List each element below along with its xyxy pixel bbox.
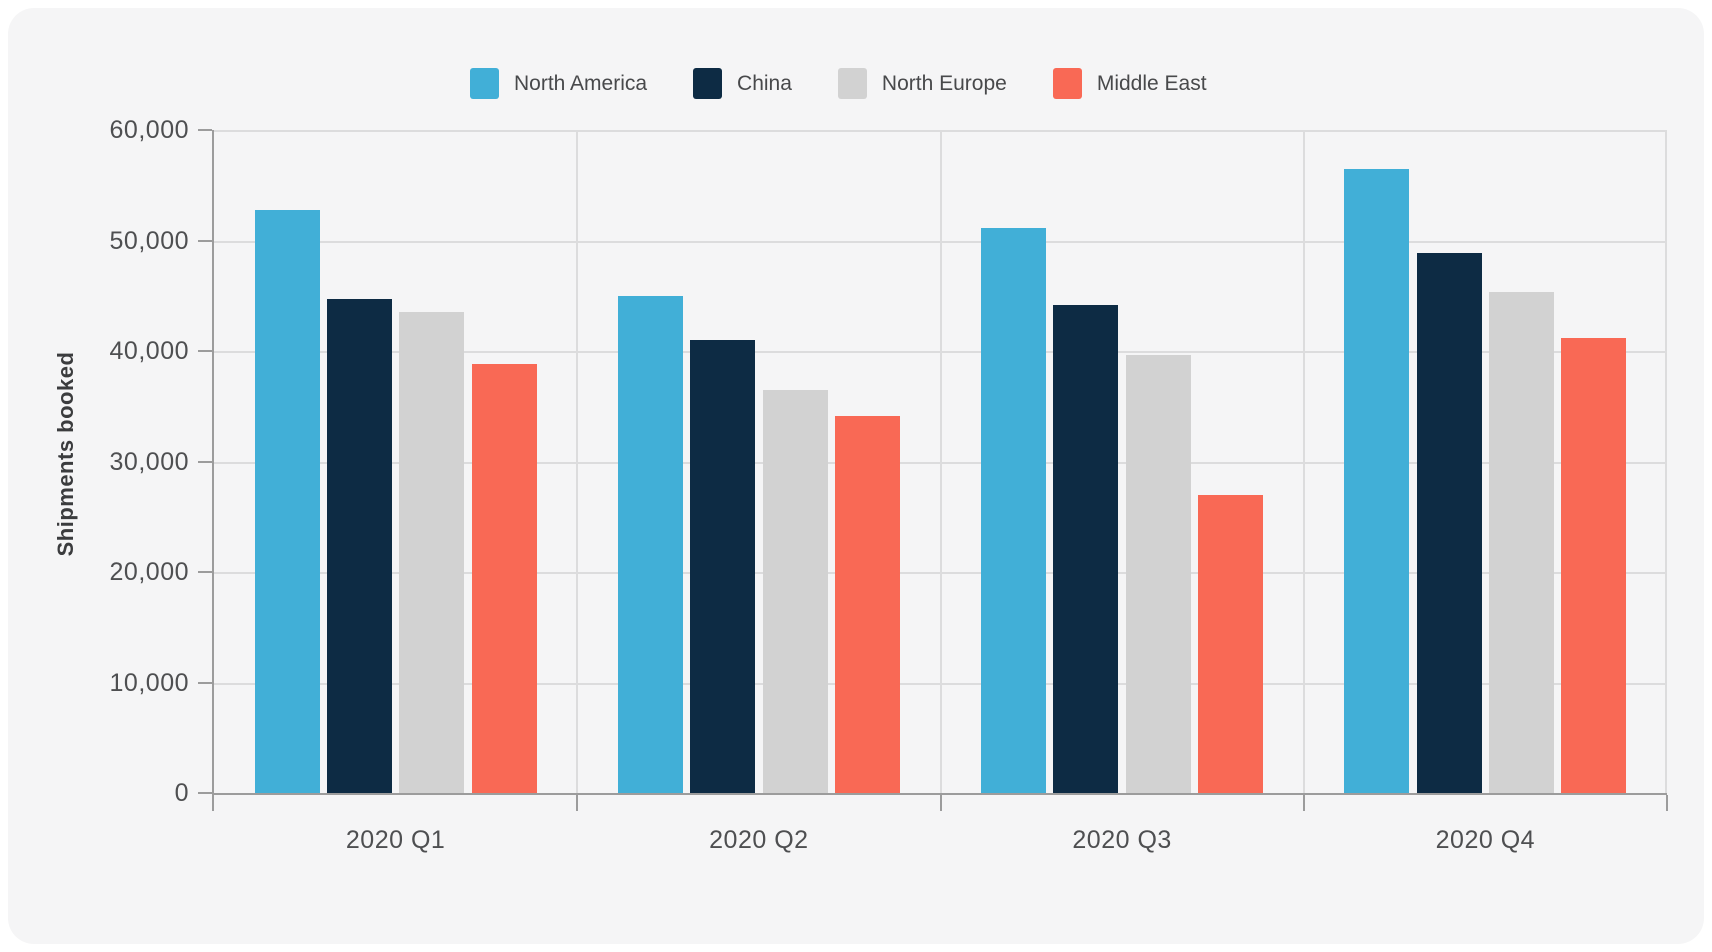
bar-china-2020-q4 [1416, 252, 1482, 793]
y-axis-tick-label: 40,000 [109, 337, 189, 365]
bar-china-2020-q1 [326, 299, 392, 793]
bar-china-2020-q2 [690, 339, 756, 793]
y-axis-tick-label: 10,000 [109, 668, 189, 697]
vertical-gridline [1665, 130, 1667, 793]
y-axis-tick-label: 20,000 [109, 558, 189, 586]
bar-middle-east-2020-q3 [1198, 494, 1264, 793]
y-axis-tick-label: 60,000 [109, 116, 189, 144]
bar-middle-east-2020-q2 [834, 416, 900, 793]
vertical-gridline [939, 130, 942, 793]
x-axis-tick [212, 795, 214, 811]
legend-label: North Europe [881, 71, 1007, 95]
bar-north-america-2020-q2 [617, 295, 683, 793]
x-axis-category-label: 2020 Q1 [345, 826, 446, 854]
legend-swatch [470, 68, 499, 99]
y-axis-tick-label: 50,000 [109, 226, 189, 255]
legend-item-north-america[interactable]: North America [470, 68, 647, 99]
y-axis-tick [198, 681, 212, 684]
x-axis-category-label: 2020 Q3 [1072, 826, 1172, 854]
chart-card: Shipments booked North America China North… [8, 8, 1704, 944]
bar-middle-east-2020-q1 [471, 364, 537, 793]
bar-north-america-2020-q3 [981, 228, 1047, 793]
x-axis-category-label: 2020 Q4 [1435, 826, 1536, 854]
y-axis-tick [198, 571, 212, 573]
bar-north-europe-2020-q1 [399, 312, 465, 793]
bar-north-america-2020-q4 [1344, 168, 1410, 793]
y-axis-tick-label: 0 [174, 779, 189, 807]
bar-middle-east-2020-q4 [1561, 337, 1627, 793]
legend-item-china[interactable]: China [693, 68, 792, 99]
chart-legend: North America China North Europe Middle Eas… [470, 68, 1207, 99]
vertical-gridline [1302, 130, 1305, 793]
legend-label: North America [514, 71, 648, 95]
y-axis-tick-label: 30,000 [109, 447, 189, 476]
plot-area: 0 10,000 20,000 30,000 40,000 50,000 60,000 202… [110, 116, 1668, 854]
x-axis-tick [939, 795, 942, 811]
x-axis-category-label: 2020 Q2 [709, 826, 809, 854]
bar-north-europe-2020-q2 [762, 389, 828, 793]
bar-north-europe-2020-q4 [1489, 292, 1555, 793]
legend-label: Middle East [1096, 71, 1207, 95]
y-axis-tick [198, 239, 212, 242]
x-axis-tick [1666, 795, 1668, 811]
y-axis-tick [198, 129, 212, 131]
legend-swatch [1052, 68, 1082, 99]
x-axis-tick [1302, 795, 1305, 811]
legend-swatch [693, 68, 723, 99]
y-axis-tick [198, 792, 212, 794]
bar-china-2020-q3 [1053, 304, 1119, 793]
y-axis-tick [198, 350, 212, 352]
legend-label: China [737, 71, 792, 95]
legend-item-north-europe[interactable]: North Europe [837, 68, 1007, 99]
vertical-gridline [576, 130, 579, 793]
legend-item-middle-east[interactable]: Middle East [1052, 68, 1207, 99]
legend-swatch [837, 68, 867, 99]
bar-north-america-2020-q1 [254, 209, 320, 793]
x-axis-tick [576, 795, 579, 811]
bar-north-europe-2020-q3 [1125, 355, 1191, 793]
y-axis-tick [198, 460, 212, 463]
